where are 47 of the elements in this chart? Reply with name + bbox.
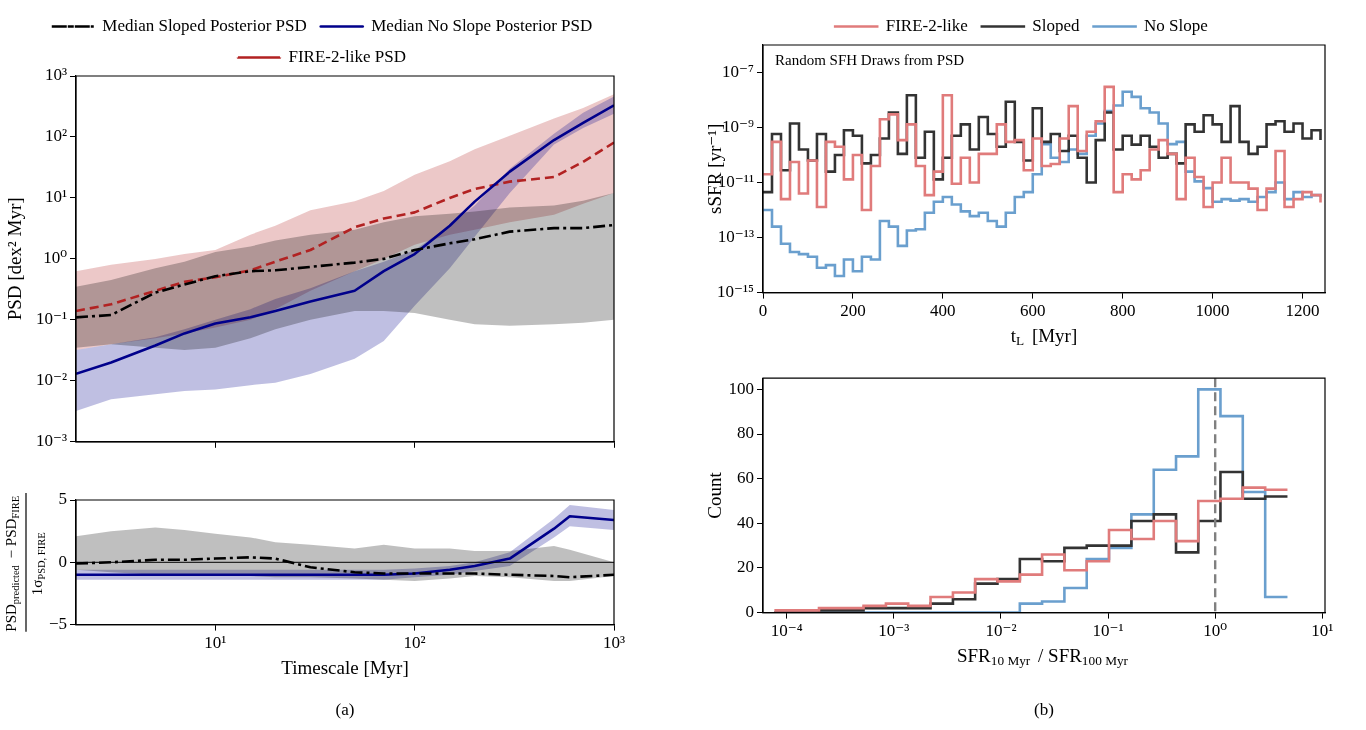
x-tick-label: 600 [1020, 301, 1046, 321]
x-tick-label: 10⁻⁴ [770, 621, 803, 641]
x-tick-label: 200 [840, 301, 866, 321]
y-tick-label: 10⁻² [35, 370, 67, 390]
x-axis-title: Timescale [Myr] [281, 656, 409, 678]
x-tick-label: 10⁰ [1203, 621, 1228, 641]
x-tick-label: 10¹ [204, 633, 227, 653]
legend-label: Median Sloped Posterior PSD [102, 15, 307, 35]
legend-label: Sloped [1032, 15, 1081, 35]
y-tick-label: 10¹ [44, 187, 67, 207]
y-tick-label: −5 [48, 614, 67, 634]
x-tick-label: 1000 [1195, 301, 1230, 321]
y-tick-label: 60 [737, 468, 754, 488]
legend-label: No Slope [1144, 15, 1208, 35]
y-tick-label: 10³ [44, 65, 67, 85]
y-tick-label: 20 [737, 557, 754, 577]
annotation: Random SFH Draws from PSD [775, 51, 965, 68]
legend-label: FIRE-2-like PSD [288, 46, 407, 66]
text: (b) [1034, 700, 1054, 720]
x-tick-label: 800 [1109, 301, 1136, 321]
x-tick-label: 0 [758, 301, 768, 321]
legend-label: Median No Slope Posterior PSD [371, 15, 593, 35]
x-tick-label: 1200 [1285, 301, 1320, 321]
y-tick-label: 10⁻⁷ [722, 61, 755, 81]
y-tick-label: 10⁻¹³ [717, 227, 754, 247]
x-tick-label: 400 [930, 301, 956, 321]
y-tick-label: 10⁰ [43, 248, 68, 268]
legend-label: FIRE-2-like [885, 15, 968, 35]
y-tick-label: 0 [745, 602, 754, 622]
y-tick-label: 0 [58, 551, 67, 571]
y-tick-label: 80 [737, 423, 754, 443]
y-tick-label: 40 [737, 512, 754, 532]
y-tick-label: 10⁻³ [35, 431, 67, 451]
y-tick-label: 10⁻¹⁵ [717, 282, 755, 302]
y-tick-label: 10⁻⁹ [722, 117, 755, 136]
x-tick-label: 10⁻² [985, 621, 1017, 641]
y-tick-label: 5 [58, 489, 67, 509]
text: (a) [335, 700, 355, 720]
y-axis-title: PSD [dex² Myr] [3, 197, 25, 321]
y-tick-label: 10² [44, 126, 67, 146]
x-tick-label: 10¹ [1311, 621, 1334, 641]
x-tick-label: 10⁻¹ [1092, 621, 1124, 641]
x-tick-label: 10⁻³ [878, 621, 910, 641]
x-tick-label: 10² [403, 633, 426, 653]
x-tick-label: 10³ [602, 633, 626, 653]
y-axis-title: Count [703, 471, 725, 519]
y-tick-label: 100 [728, 378, 754, 398]
